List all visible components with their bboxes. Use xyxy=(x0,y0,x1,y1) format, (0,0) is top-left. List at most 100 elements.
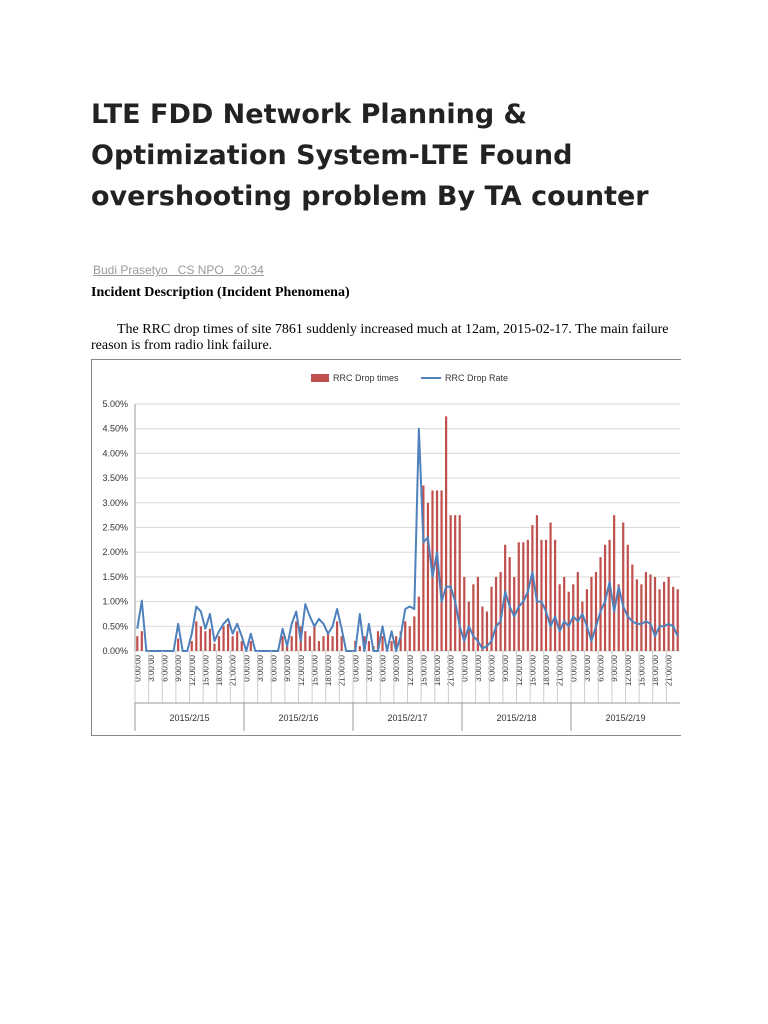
x-tick-label: 6:00:00 xyxy=(597,654,606,681)
bar xyxy=(576,571,579,651)
bar xyxy=(404,621,407,651)
y-tick-label: 2.00% xyxy=(102,547,128,557)
bar xyxy=(249,641,252,651)
bar xyxy=(240,641,243,651)
bar xyxy=(594,571,598,651)
bar xyxy=(281,636,284,651)
x-tick-label: 18:00:00 xyxy=(433,654,442,686)
bar xyxy=(304,631,307,651)
x-tick-label: 18:00:00 xyxy=(542,654,551,686)
bar xyxy=(190,641,193,651)
bar xyxy=(286,646,289,651)
group-label: 2015/2/19 xyxy=(605,713,645,723)
bar xyxy=(554,539,557,651)
bar xyxy=(376,631,380,651)
legend-label: RRC Drop Rate xyxy=(445,373,508,383)
x-tick-label: 6:00:00 xyxy=(161,654,170,681)
y-tick-label: 1.00% xyxy=(102,597,128,607)
bar xyxy=(408,626,411,651)
bar xyxy=(635,579,638,651)
x-tick-label: 18:00:00 xyxy=(324,654,333,686)
bar xyxy=(522,542,525,651)
bar xyxy=(445,416,448,651)
bar xyxy=(549,522,552,651)
bar xyxy=(440,490,443,651)
paragraph: The RRC drop times of site 7861 suddenly… xyxy=(91,322,669,353)
x-tick-label: 0:00:00 xyxy=(242,654,251,681)
bar xyxy=(617,584,620,651)
bar xyxy=(231,636,234,651)
bar xyxy=(336,621,339,651)
chart: 0.00% 0.50% 1.00% 1.50% 2.00% 2.50% 3.00% 3.50%… xyxy=(91,359,681,736)
bar xyxy=(399,631,402,651)
bar xyxy=(676,589,679,651)
bar xyxy=(454,515,457,651)
bar xyxy=(613,515,616,651)
x-tick-label: 0:00:00 xyxy=(133,654,142,681)
bar xyxy=(499,571,502,651)
x-tick-label: 12:00:00 xyxy=(515,654,524,686)
x-tick-label: 21:00:00 xyxy=(447,654,456,686)
bar xyxy=(313,626,316,651)
x-tick-label: 6:00:00 xyxy=(270,654,279,681)
y-tick-label: 3.50% xyxy=(102,473,128,483)
x-tick-label: 15:00:00 xyxy=(528,654,537,686)
bar xyxy=(472,584,475,651)
x-tick-label: 21:00:00 xyxy=(665,654,674,686)
x-tick-label: 12:00:00 xyxy=(406,654,415,686)
bar xyxy=(458,515,461,651)
legend-swatch xyxy=(311,374,329,382)
x-tick-label: 9:00:00 xyxy=(501,654,510,681)
bar xyxy=(422,485,425,651)
bar xyxy=(199,626,202,651)
bar xyxy=(449,515,452,651)
x-tick-label: 0:00:00 xyxy=(569,654,578,681)
bar xyxy=(358,646,361,651)
x-tick-label: 0:00:00 xyxy=(351,654,360,681)
bar xyxy=(622,522,625,651)
bar xyxy=(317,641,321,651)
x-tick-label: 15:00:00 xyxy=(310,654,319,686)
bar xyxy=(558,584,561,651)
x-tick-label: 3:00:00 xyxy=(365,654,374,681)
bar xyxy=(213,643,216,651)
bar xyxy=(326,631,330,651)
section-heading: Incident Description (Incident Phenomena… xyxy=(91,285,350,300)
x-tick-label: 12:00:00 xyxy=(188,654,197,686)
y-tick-label: 4.00% xyxy=(102,448,128,458)
group-label: 2015/2/17 xyxy=(387,713,427,723)
bar xyxy=(531,525,534,651)
bar xyxy=(667,576,670,651)
group-label: 2015/2/16 xyxy=(278,713,318,723)
x-tick-label: 9:00:00 xyxy=(283,654,292,681)
bar xyxy=(649,574,652,651)
bar xyxy=(631,564,634,651)
bar xyxy=(658,589,661,651)
bar xyxy=(494,576,498,651)
x-tick-label: 6:00:00 xyxy=(488,654,497,681)
x-tick-label: 12:00:00 xyxy=(624,654,633,686)
bar xyxy=(435,490,439,651)
bar xyxy=(644,571,648,651)
x-tick-label: 6:00:00 xyxy=(379,654,388,681)
group-label: 2015/2/18 xyxy=(496,713,536,723)
bar xyxy=(663,581,666,651)
x-tick-label: 3:00:00 xyxy=(583,654,592,681)
bar xyxy=(463,576,466,651)
bar xyxy=(490,586,493,651)
line-series xyxy=(136,427,679,652)
bar xyxy=(476,576,479,651)
x-tick-label: 21:00:00 xyxy=(556,654,565,686)
time: 20:34 xyxy=(233,263,264,277)
category[interactable]: CS NPO xyxy=(177,263,224,277)
article-title: LTE FDD Network Planning & Optimization … xyxy=(91,99,649,212)
bar xyxy=(227,623,230,651)
bar xyxy=(136,636,139,651)
x-tick-label: 3:00:00 xyxy=(147,654,156,681)
bar xyxy=(513,576,516,651)
bar xyxy=(308,636,311,651)
bar xyxy=(177,638,180,651)
author[interactable]: Budi Prasetyo xyxy=(93,263,168,277)
x-tick-label: 3:00:00 xyxy=(256,654,265,681)
bar xyxy=(331,636,334,651)
